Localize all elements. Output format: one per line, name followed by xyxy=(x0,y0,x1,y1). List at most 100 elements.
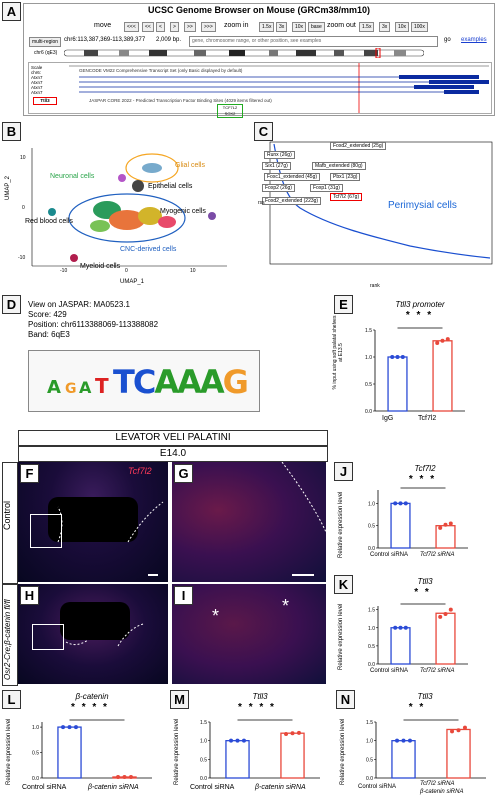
bar-0 xyxy=(390,627,411,665)
y-tick-label-3: 1.5 xyxy=(368,608,375,614)
jaspar-info: View on JASPAR: MA0523.1 Score: 429 Posi… xyxy=(28,300,158,340)
point-0-1 xyxy=(398,501,403,506)
point-0-0 xyxy=(395,738,400,743)
ucsc-nav-9[interactable]: 3x xyxy=(276,22,288,32)
image-h xyxy=(18,584,168,684)
ucsc-nav-1[interactable]: <<< xyxy=(124,22,139,32)
ucsc-nav-5[interactable]: >> xyxy=(184,22,196,32)
ucsc-bp: 2,009 bp. xyxy=(156,37,182,43)
track-names: Scale chr6: Atxn7 Atxn7 Atxn7 Atxn7 xyxy=(31,65,67,95)
rss-label-7: Foxp2 (26g) xyxy=(262,184,295,192)
gencode-track-label: GENCODE VM22 Comprehensive Transcript Se… xyxy=(79,68,243,73)
panel-d-label: D xyxy=(2,295,21,314)
l-title: β-catenin xyxy=(75,692,109,701)
row-label-mutant: Osr2-Cre;β-catenin fl/fl xyxy=(3,599,12,680)
point-0-2 xyxy=(400,355,405,359)
point-1-2 xyxy=(128,774,133,779)
ucsc-browser-panel: UCSC Genome Browser on Mouse (GRCm38/mm1… xyxy=(23,3,495,118)
j-cat-1: Tcf7l2 siRNA xyxy=(420,552,455,558)
y-tick-label-2: 1.0 xyxy=(365,355,372,361)
j-sig: * * * xyxy=(408,474,437,485)
ucsc-nav-12: zoom out xyxy=(327,22,356,29)
k-bar-chart: 0.0 0.5 1.0 1.5 xyxy=(368,603,468,668)
panel-a-label: A xyxy=(2,2,21,21)
examples-link[interactable]: examples xyxy=(461,37,487,43)
ucsc-search-input[interactable]: gene, chromosome range, or other positio… xyxy=(189,36,438,47)
l-sig: * * * * xyxy=(71,702,109,713)
svg-text:T: T xyxy=(95,374,109,398)
ucsc-nav-14[interactable]: 3x xyxy=(379,22,391,32)
e-cat-1: Tcf7l2 xyxy=(418,415,437,422)
ucsc-nav-4[interactable]: > xyxy=(170,22,179,32)
y-tick-label-0: 0.0 xyxy=(368,546,375,552)
point-0-0 xyxy=(61,725,66,730)
track-name-2: Atxn7 xyxy=(31,75,43,80)
j-cat-0: Control siRNA xyxy=(370,552,409,558)
m-title: Ttll3 xyxy=(252,692,268,701)
muscle-header: LEVATOR VELI PALATINI xyxy=(18,430,328,446)
panel-j-label: J xyxy=(334,462,353,481)
dotted-outline-g xyxy=(281,462,326,533)
i-label: I xyxy=(174,586,193,605)
j-bar-chart: 0.0 0.5 1.0 xyxy=(368,487,468,552)
point-1-1 xyxy=(290,731,295,736)
k-sig: * * xyxy=(414,587,431,598)
row-label-mutant-box xyxy=(2,584,18,686)
bar-0 xyxy=(391,740,416,779)
ttll3-box: Ttll3 xyxy=(33,97,57,105)
point-1-0 xyxy=(284,731,289,736)
point-1-2 xyxy=(462,725,467,730)
l-bar-chart: 0.0 0.5 1.0 xyxy=(32,719,152,782)
rss-label-4: Foxc1_extended (45g) xyxy=(264,173,321,181)
y-tick-label-1: 0.5 xyxy=(368,524,375,530)
rss-ylabel: rss xyxy=(258,200,265,206)
multi-region-button[interactable]: multi-region xyxy=(29,37,61,47)
m-cat-0: Control siRNA xyxy=(190,784,235,791)
go-button[interactable]: go xyxy=(444,37,451,43)
g-label: G xyxy=(174,464,193,483)
point-1-1 xyxy=(456,728,461,733)
bar-1 xyxy=(280,732,305,779)
point-0-1 xyxy=(395,355,400,359)
j-title: Tcf7l2 xyxy=(414,464,436,473)
ucsc-nav-2[interactable]: << xyxy=(142,22,154,32)
rss-label-0: Foxd2_extended (25g) xyxy=(330,142,387,150)
n-cat-0: Control siRNA xyxy=(358,784,397,790)
jaspar-line-1: Score: 429 xyxy=(28,310,67,319)
point-1-0 xyxy=(438,614,443,619)
chromosome-ideogram xyxy=(64,48,424,58)
ucsc-nav-16[interactable]: 100x xyxy=(411,22,428,32)
ucsc-nav-13[interactable]: 1.5x xyxy=(359,22,375,32)
e-bar-chart: 0.0 0.5 1.0 1.5 xyxy=(365,327,465,415)
ucsc-nav-6[interactable]: >>> xyxy=(201,22,216,32)
ucsc-nav-10[interactable]: 10x xyxy=(292,22,307,32)
point-1-0 xyxy=(438,525,443,530)
l-ylabel: Relative expression level xyxy=(6,718,12,785)
point-0-0 xyxy=(393,625,398,630)
n-bar-chart: 0.0 0.5 1.0 1.5 xyxy=(366,719,486,782)
tcf7l2-label: TCF7L2 xyxy=(222,105,238,110)
ucsc-nav-8[interactable]: 1.5x xyxy=(259,22,275,32)
ucsc-nav-7: zoom in xyxy=(224,22,249,29)
m-sig: * * * * xyxy=(238,702,276,713)
row-label-control-box xyxy=(2,462,18,584)
umap-myeloid-label: Myeloid cells xyxy=(80,263,121,270)
k-ylabel: Relative expression level xyxy=(338,603,344,670)
scale-bar-f xyxy=(148,574,158,576)
logo-letters: TCAAAG xyxy=(113,363,249,401)
ucsc-nav-11[interactable]: base xyxy=(308,22,325,32)
bar-0 xyxy=(387,356,408,412)
ucsc-position[interactable]: chr6:113,387,369-113,389,377 xyxy=(64,37,146,43)
jaspar-line-3: Band: 6qE3 xyxy=(28,330,70,339)
ucsc-nav-3[interactable]: < xyxy=(156,22,165,32)
rss-label-6: Foxp1 (31g) xyxy=(310,184,343,192)
bar-1 xyxy=(432,340,453,412)
rss-label-5: Pbx1 (23g) xyxy=(330,173,361,181)
ucsc-nav-15[interactable]: 10x xyxy=(395,22,410,32)
y-tick-label-3: 1.5 xyxy=(366,720,373,726)
panel-n-label: N xyxy=(336,690,355,709)
umap-tick-x-0: -10 xyxy=(60,268,68,274)
image-g xyxy=(172,462,326,582)
bar-0 xyxy=(390,502,411,549)
h-label: H xyxy=(20,586,39,605)
